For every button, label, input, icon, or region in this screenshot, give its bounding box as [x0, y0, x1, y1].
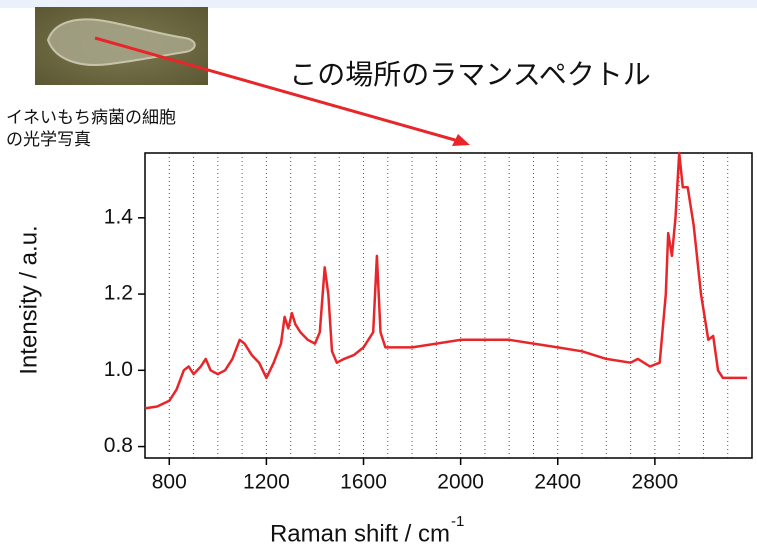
title: この場所のラマンスペクトル	[289, 58, 650, 91]
x-tick-label: 800	[152, 471, 187, 494]
y-axis-label: Intensity / a.u.	[15, 225, 42, 374]
page: この場所のラマンスペクトル イネいもち病菌の細胞 の光学写真 Intensity…	[0, 0, 757, 556]
x-tick-label: 2800	[632, 471, 679, 494]
caption: の光学写真	[6, 130, 91, 150]
y-tick-label: 0.8	[104, 434, 133, 457]
x-tick-label: 1600	[340, 471, 387, 494]
y-tick-label: 1.4	[104, 205, 134, 228]
plot-frame	[145, 153, 752, 458]
spectrum-line	[145, 153, 747, 408]
x-tick-label: 2000	[437, 471, 484, 494]
x-axis-label-superscript: -1	[451, 513, 464, 530]
top-strip	[0, 0, 757, 8]
x-tick-label: 2400	[534, 471, 581, 494]
x-tick-label: 1200	[243, 471, 290, 494]
y-tick-label: 1.2	[104, 282, 133, 305]
caption: イネいもち病菌の細胞	[6, 108, 176, 128]
y-tick-label: 1.0	[104, 358, 133, 381]
x-axis-label: Raman shift / cm	[270, 520, 450, 547]
